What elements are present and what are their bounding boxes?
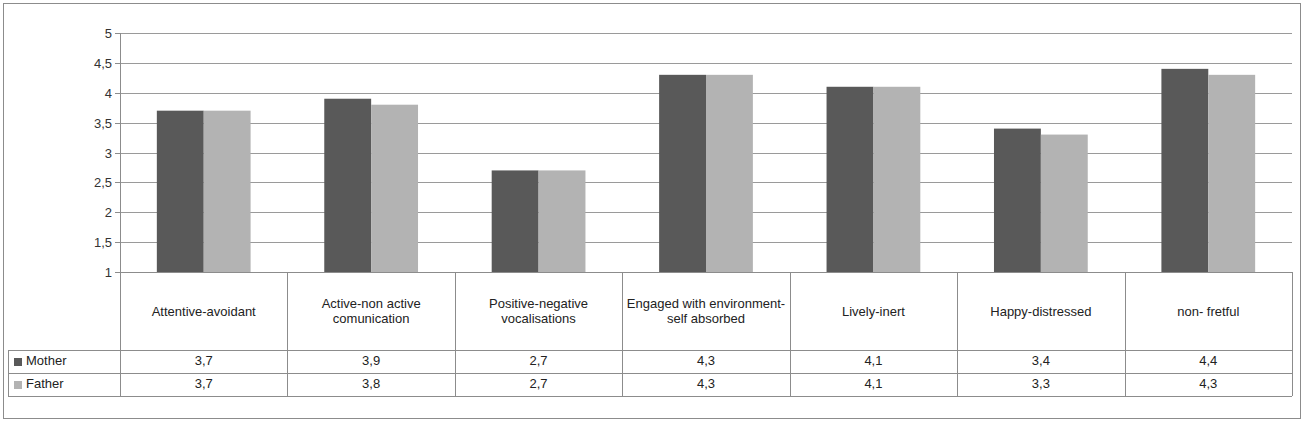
y-tick-label: 4 — [105, 86, 112, 101]
data-label: 3,7 — [120, 350, 287, 372]
bar — [994, 129, 1041, 272]
data-label: 4,4 — [1125, 350, 1292, 372]
y-tick-label: 1,5 — [94, 235, 112, 250]
y-tick-label: 1 — [105, 265, 112, 280]
x-tick-label: non- fretful — [1129, 276, 1288, 346]
bar — [157, 111, 204, 272]
y-tick-label: 5 — [105, 26, 112, 41]
table-line — [8, 350, 9, 396]
x-tick-label: Happy-distressed — [961, 276, 1120, 346]
x-tick-label: Positive-negative vocalisations — [459, 276, 618, 346]
bar — [324, 99, 371, 272]
bar — [371, 105, 418, 272]
tick-mark — [115, 123, 120, 124]
data-label: 4,3 — [1125, 373, 1292, 395]
y-axis-line — [120, 33, 121, 272]
bar — [873, 87, 920, 272]
data-label: 2,7 — [455, 373, 622, 395]
data-label: 3,4 — [957, 350, 1124, 372]
chart-container: 1 1,5 2 2,5 3 3,5 4 4,5 5 Attentive-avoidantActi… — [0, 0, 1305, 423]
grid-line — [120, 63, 1292, 64]
bar — [1041, 135, 1088, 272]
data-label: 4,1 — [790, 373, 957, 395]
tick-mark — [115, 153, 120, 154]
legend-key — [14, 381, 22, 389]
data-label: 3,9 — [287, 350, 454, 372]
table-line — [957, 272, 958, 396]
bar — [492, 170, 539, 272]
y-tick-label: 4,5 — [94, 56, 112, 71]
data-label: 3,7 — [120, 373, 287, 395]
x-tick-label: Lively-inert — [794, 276, 953, 346]
bar — [204, 111, 251, 272]
x-tick-label: Attentive-avoidant — [124, 276, 283, 346]
bar — [827, 87, 874, 272]
table-line — [8, 396, 1292, 397]
table-line — [8, 373, 1292, 374]
data-label: 4,1 — [790, 350, 957, 372]
tick-mark — [115, 182, 120, 183]
chart-border — [4, 4, 1301, 419]
x-tick-label: Engaged with environment-self absorbed — [626, 276, 785, 346]
tick-mark — [115, 272, 120, 273]
data-label: 4,3 — [622, 350, 789, 372]
tick-mark — [115, 33, 120, 34]
tick-mark — [115, 93, 120, 94]
y-tick-label: 2,5 — [94, 175, 112, 190]
table-line — [287, 272, 288, 396]
table-line — [120, 272, 121, 396]
bar — [1161, 69, 1208, 272]
grid-line — [120, 272, 1292, 273]
bar — [706, 75, 753, 272]
table-line — [790, 272, 791, 396]
tick-mark — [115, 242, 120, 243]
table-line — [455, 272, 456, 396]
legend-label: Father — [26, 373, 64, 395]
data-label: 3,3 — [957, 373, 1124, 395]
tick-mark — [115, 212, 120, 213]
table-line — [622, 272, 623, 396]
table-line — [120, 272, 1292, 273]
y-tick-label: 3 — [105, 146, 112, 161]
bar — [1208, 75, 1255, 272]
bar — [659, 75, 706, 272]
table-line — [1292, 272, 1293, 396]
table-line — [1125, 272, 1126, 396]
data-label: 3,8 — [287, 373, 454, 395]
bar — [539, 170, 586, 272]
y-tick-label: 3,5 — [94, 116, 112, 131]
legend-key — [14, 358, 22, 366]
table-line — [8, 350, 1292, 351]
bars-group — [157, 69, 1255, 272]
tick-mark — [115, 63, 120, 64]
x-tick-label: Active-non active comunication — [291, 276, 450, 346]
y-tick-label: 2 — [105, 205, 112, 220]
grid-line — [120, 33, 1292, 34]
data-label: 4,3 — [622, 373, 789, 395]
legend-label: Mother — [26, 350, 66, 372]
data-label: 2,7 — [455, 350, 622, 372]
